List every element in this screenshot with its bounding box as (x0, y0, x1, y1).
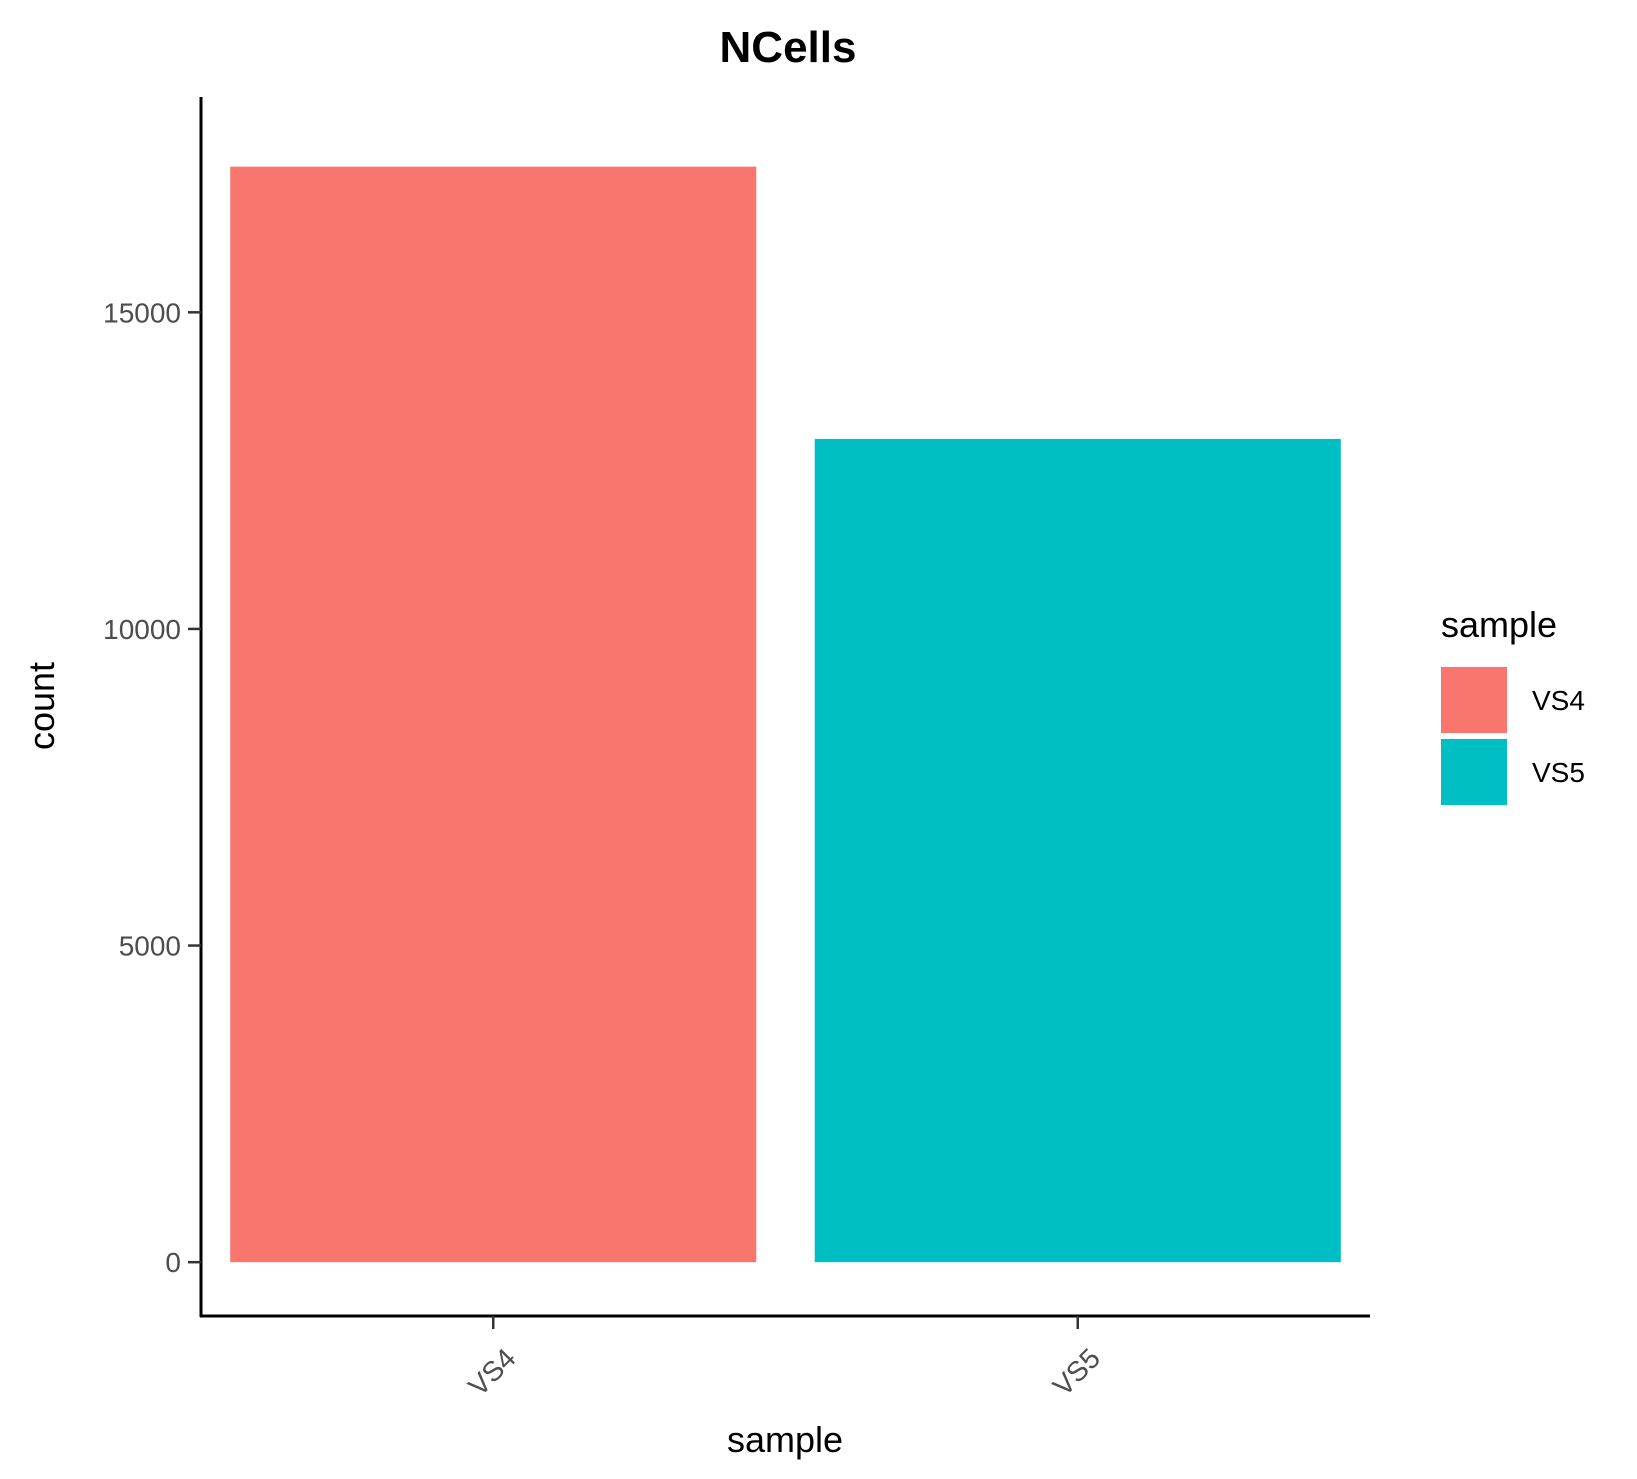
legend-title: sample (1441, 604, 1557, 645)
y-tick-label: 0 (165, 1247, 181, 1278)
y-tick-label: 10000 (103, 614, 181, 645)
x-ticks-layer: VS4 VS5 (462, 1316, 1106, 1402)
legend-label-vs5: VS5 (1532, 757, 1585, 788)
y-axis-title: count (21, 662, 62, 750)
x-tick-label: VS4 (462, 1342, 521, 1401)
bar-vs4 (230, 166, 757, 1263)
legend: sample VS4 VS5 (1441, 604, 1585, 805)
legend-swatch-vs4 (1441, 667, 1507, 733)
y-tick-label: 5000 (119, 931, 181, 962)
bars-layer (230, 166, 1341, 1263)
x-tick-label: VS5 (1047, 1342, 1106, 1401)
legend-entries: VS4 VS5 (1441, 667, 1585, 805)
legend-swatch-vs5 (1441, 739, 1507, 805)
bar-vs5 (814, 438, 1341, 1263)
chart-title: NCells (720, 23, 857, 72)
legend-label-vs4: VS4 (1532, 685, 1585, 716)
y-tick-label: 15000 (103, 297, 181, 328)
x-axis-title: sample (727, 1419, 843, 1460)
y-ticks-layer: 0 5000 10000 15000 (103, 297, 201, 1278)
